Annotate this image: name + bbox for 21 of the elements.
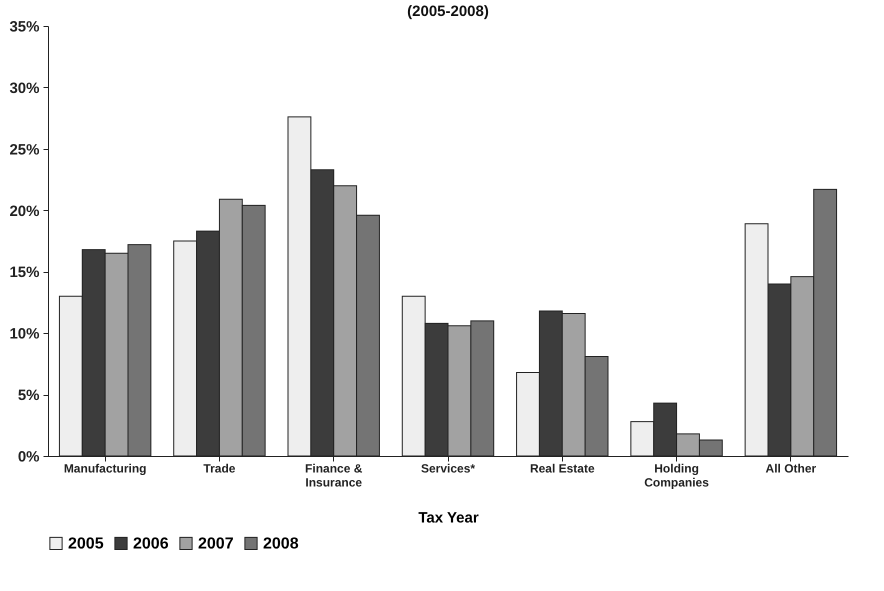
x-tick-label: Manufacturing — [64, 462, 146, 476]
x-tick-label: Finance & Insurance — [305, 462, 363, 490]
x-axis-title: Tax Year — [418, 510, 479, 526]
y-tick-label: 35% — [9, 18, 40, 36]
y-tick-label: 30% — [9, 80, 40, 97]
y-tick-label: 20% — [9, 202, 40, 220]
y-tick-label: 25% — [9, 141, 40, 158]
x-tick-label: Holding Companies — [644, 462, 710, 490]
x-tick-label: Trade — [203, 462, 236, 476]
y-tick-label: 15% — [9, 264, 40, 282]
legend-label: 2005 — [68, 535, 104, 552]
legend-label: 2007 — [198, 535, 234, 552]
legend-label: 2008 — [263, 535, 299, 552]
chart-title: (2005-2008) — [407, 3, 489, 20]
y-tick-label: 5% — [18, 387, 40, 404]
x-tick-label: Real Estate — [530, 462, 595, 476]
legend-label: 2006 — [133, 535, 169, 552]
x-tick-label: All Other — [766, 462, 817, 476]
y-tick-label: 0% — [18, 448, 40, 466]
y-tick-label: 10% — [9, 326, 40, 343]
x-tick-label: Services* — [420, 462, 476, 476]
